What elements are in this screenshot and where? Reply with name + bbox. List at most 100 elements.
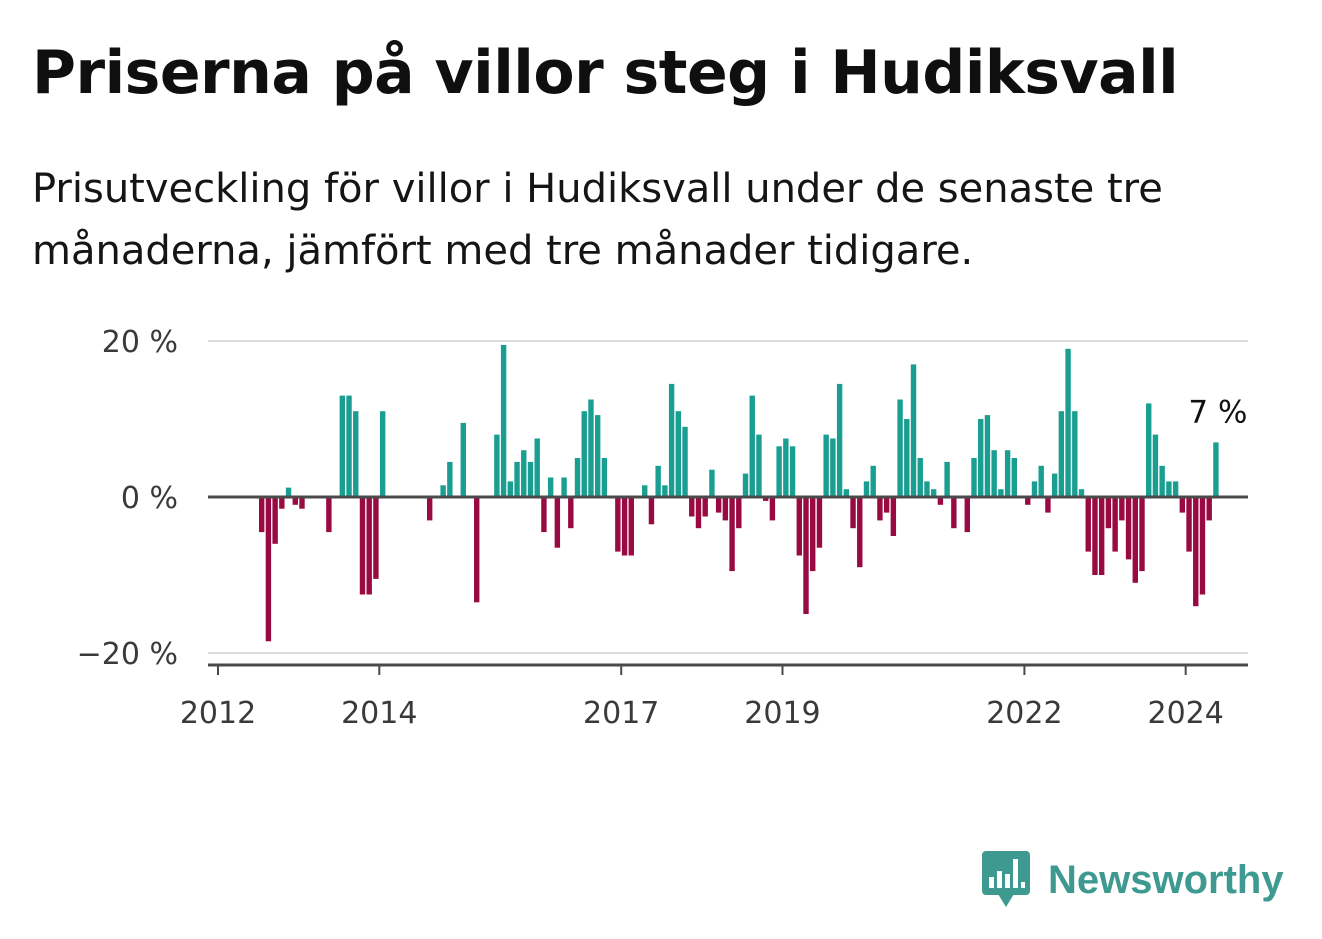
bar: [897, 399, 903, 497]
bar: [1112, 497, 1118, 552]
bar: [823, 434, 829, 497]
bar: [299, 497, 305, 509]
bar: [904, 419, 910, 497]
bar: [789, 446, 796, 497]
bar: [1011, 458, 1018, 497]
x-tick-label: 2022: [986, 696, 1062, 731]
chart-title: Priserna på villor steg i Hudiksvall: [32, 38, 1179, 108]
bar: [615, 497, 621, 552]
bar: [379, 411, 386, 497]
bar: [642, 485, 648, 497]
bar: [648, 497, 655, 525]
bar: [1105, 497, 1112, 529]
bar: [978, 419, 984, 497]
bar: [1038, 465, 1044, 497]
bar: [1146, 403, 1152, 497]
y-tick-label: 0 %: [121, 481, 178, 516]
bar: [870, 465, 876, 497]
bar: [1072, 411, 1078, 497]
bar: [339, 395, 346, 497]
bar: [810, 497, 816, 572]
last-value-annotation: 7 %: [1188, 394, 1247, 430]
x-tick-label: 2012: [180, 696, 256, 731]
bar: [695, 497, 702, 529]
bar: [534, 438, 540, 497]
bar: [762, 497, 769, 501]
bar: [756, 434, 762, 497]
bar: [857, 497, 863, 568]
bar: [447, 461, 453, 497]
bar: [346, 395, 352, 497]
bar: [494, 434, 500, 497]
bar: [709, 469, 715, 497]
bar: [1119, 497, 1125, 521]
bar: [722, 497, 729, 521]
bar: [521, 450, 527, 497]
bar: [937, 497, 944, 505]
bar: [736, 497, 742, 529]
bar: [353, 411, 359, 497]
bar: [850, 497, 856, 529]
bar: [601, 458, 608, 497]
y-tick-label: 20 %: [102, 325, 178, 360]
bar: [474, 497, 480, 603]
bar: [1004, 450, 1011, 497]
bar: [1125, 497, 1132, 560]
bar: [715, 497, 722, 513]
bar: [1045, 497, 1051, 513]
bar: [1065, 348, 1071, 497]
bar: [1025, 497, 1031, 505]
bar: [1166, 481, 1172, 497]
bar: [702, 497, 708, 517]
bar: [991, 450, 997, 497]
bar: [830, 438, 836, 497]
bar: [1159, 465, 1165, 497]
bar: [890, 497, 897, 536]
bar: [265, 497, 272, 642]
bar: [628, 497, 634, 556]
bar: [998, 489, 1004, 497]
bar: [944, 461, 950, 497]
x-tick-label: 2014: [341, 696, 417, 731]
bar: [910, 364, 917, 497]
bar: [984, 415, 991, 497]
bar: [527, 461, 534, 497]
bar: [776, 446, 782, 497]
bar: [1172, 481, 1179, 497]
bar: [1031, 481, 1038, 497]
bar: [258, 497, 265, 533]
x-tick-label: 2024: [1148, 696, 1224, 731]
bar: [803, 497, 809, 614]
bar: [924, 481, 930, 497]
bar: [574, 458, 581, 497]
bar: [1199, 497, 1206, 595]
bar-chart-speech-bubble-icon: [982, 851, 1030, 907]
y-tick-label: −20 %: [77, 637, 178, 672]
bar: [951, 497, 957, 529]
bar: [863, 481, 870, 497]
bar: [359, 497, 366, 595]
bar: [594, 415, 601, 497]
bar: [877, 497, 883, 521]
x-tick-label: 2017: [583, 696, 659, 731]
bar: [783, 438, 789, 497]
bar: [568, 497, 574, 529]
bar: [547, 477, 554, 497]
bar: [1193, 497, 1199, 607]
bar: [541, 497, 547, 533]
bar: [883, 497, 890, 513]
bar: [581, 411, 587, 497]
bar: [1092, 497, 1098, 575]
bar: [662, 485, 668, 497]
bar: [366, 497, 372, 595]
bar: [675, 411, 682, 497]
bar: [930, 489, 937, 497]
bar: [1139, 497, 1145, 572]
axis-layer: 20 % 0 % −20 %2012 2014 2017 2019 2022 2024: [77, 325, 1248, 731]
bar: [816, 497, 823, 548]
bar: [500, 344, 507, 497]
bar: [1213, 442, 1219, 497]
bar: [917, 458, 923, 497]
bar: [1098, 497, 1105, 575]
